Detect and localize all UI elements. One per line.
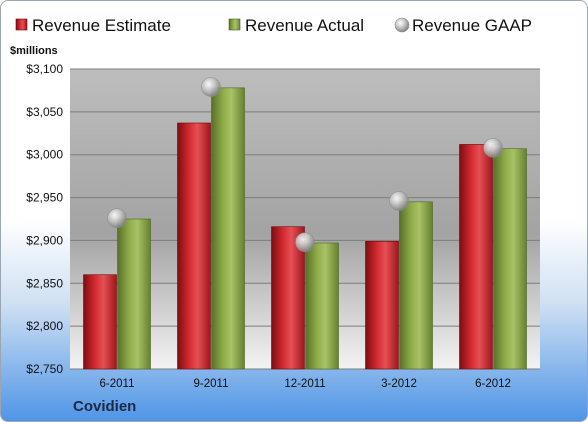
legend-swatch (394, 17, 410, 33)
gaap-marker (295, 232, 315, 252)
gaap-marker (483, 138, 503, 158)
legend-label: Revenue GAAP (412, 16, 532, 35)
y-tick-label: $2,750 (26, 362, 63, 376)
legend-label: Revenue Estimate (32, 16, 171, 35)
legend: Revenue Estimate Revenue Actual Revenue GA… (15, 16, 532, 35)
x-tick-label: 12-2011 (284, 378, 325, 390)
y-tick-label: $2,900 (26, 233, 63, 247)
gaap-markers (107, 77, 503, 252)
y-tick-label: $3,100 (26, 62, 63, 76)
legend-label: Revenue Actual (245, 16, 364, 35)
legend-swatch (15, 18, 28, 31)
x-tick-label: 6-2011 (100, 378, 135, 390)
x-tick-label: 6-2012 (475, 378, 511, 390)
bars (83, 87, 527, 370)
y-tick-label: $2,800 (26, 319, 63, 333)
bar-revenue-actual (211, 87, 245, 370)
y-axis-ticks: $2,750 $2,800 $2,850 $2,900 $2,950 $3,000 $3,0… (26, 62, 63, 376)
y-tick-label: $3,050 (26, 105, 63, 119)
x-tick-label: 9-2011 (194, 378, 229, 390)
legend-swatch (228, 18, 241, 31)
y-tick-label: $2,950 (26, 191, 63, 205)
bar-revenue-estimate (365, 240, 399, 370)
legend-item: Revenue Estimate (15, 16, 171, 35)
legend-item: Revenue GAAP (394, 16, 532, 35)
y-tick-label: $2,850 (26, 276, 63, 290)
legend-item: Revenue Actual (228, 16, 364, 35)
x-axis-ticks: 6-2011 9-2011 12-2011 3-2012 6-2012 (100, 378, 511, 390)
bar-revenue-actual (493, 148, 527, 370)
gaap-marker (107, 208, 127, 228)
bar-revenue-actual (117, 218, 151, 370)
gaap-marker (201, 77, 221, 97)
bar-revenue-actual (399, 201, 433, 370)
bar-revenue-estimate (83, 274, 117, 370)
bar-revenue-estimate (271, 226, 305, 370)
company-name: Covidien (73, 398, 137, 415)
bar-revenue-actual (305, 242, 339, 370)
x-tick-label: 3-2012 (381, 378, 417, 390)
gaap-marker (389, 191, 409, 211)
bar-revenue-estimate (459, 144, 493, 370)
y-axis-title: $millions (10, 45, 58, 57)
bar-revenue-estimate (177, 122, 211, 370)
y-tick-label: $3,000 (26, 148, 63, 162)
